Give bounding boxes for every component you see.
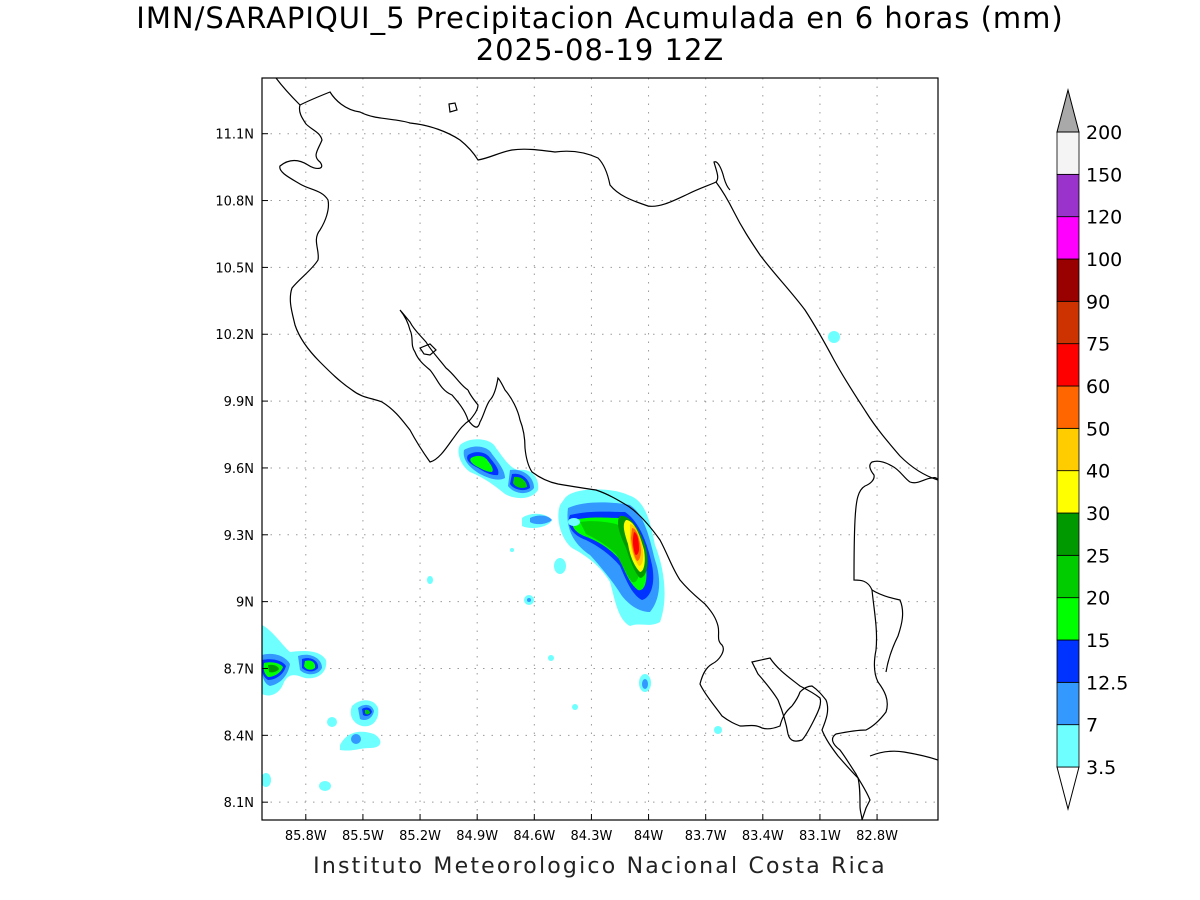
colorbar-label: 7 bbox=[1086, 715, 1098, 737]
map-frame bbox=[261, 77, 939, 821]
lat-tick-label: 10.5N bbox=[215, 261, 254, 276]
colorbar-label: 120 bbox=[1086, 207, 1122, 229]
coastline-borders bbox=[275, 78, 938, 820]
colorbar-label: 90 bbox=[1086, 291, 1110, 313]
lon-tick-label: 85.5W bbox=[342, 829, 384, 844]
colorbar-swatch bbox=[1056, 131, 1080, 175]
colorbar-label: 25 bbox=[1086, 545, 1110, 567]
precip-cell-southwest bbox=[262, 625, 381, 751]
colorbar-label: 50 bbox=[1086, 418, 1110, 440]
colorbar-swatch bbox=[1056, 173, 1080, 218]
lat-tick-label: 8.7N bbox=[224, 662, 254, 677]
colorbar-swatch bbox=[1056, 470, 1080, 514]
precip-cell-northwest bbox=[458, 439, 539, 499]
lon-tick-label: 85.2W bbox=[399, 829, 441, 844]
colorbar-label: 15 bbox=[1086, 630, 1110, 652]
lon-tick-label: 83.7W bbox=[685, 829, 727, 844]
lat-tick-label: 10.8N bbox=[215, 195, 254, 210]
colorbar-label: 150 bbox=[1086, 164, 1122, 186]
colorbar-swatch bbox=[1056, 681, 1080, 726]
colorbar-label: 40 bbox=[1086, 461, 1110, 483]
colorbar-swatch bbox=[1056, 427, 1080, 472]
precipitation-field bbox=[262, 331, 840, 791]
lon-tick-label: 84.3W bbox=[571, 829, 613, 844]
colorbar-swatch bbox=[1056, 512, 1080, 556]
lat-tick-label: 10.2N bbox=[215, 328, 254, 343]
lat-tick-label: 11.1N bbox=[215, 128, 254, 143]
colorbar-swatch bbox=[1056, 216, 1080, 260]
colorbar-extend-low bbox=[1056, 766, 1080, 811]
colorbar-label: 75 bbox=[1086, 334, 1110, 356]
colorbar-swatch bbox=[1056, 385, 1080, 429]
lon-tick-label: 84.9W bbox=[456, 829, 498, 844]
colorbar-swatch bbox=[1056, 300, 1080, 345]
lon-tick-label: 83.1W bbox=[799, 829, 841, 844]
lat-tick-label: 8.1N bbox=[224, 796, 254, 811]
lon-tick-label: 84.6W bbox=[513, 829, 555, 844]
colorbar-label: 20 bbox=[1086, 588, 1110, 610]
precip-cell-main bbox=[522, 489, 665, 626]
colorbar-label: 100 bbox=[1086, 249, 1122, 271]
title-line-1: IMN/SARAPIQUI_5 Precipitacion Acumulada … bbox=[136, 1, 1064, 35]
colorbar-label: 200 bbox=[1086, 122, 1122, 144]
lat-tick-label: 9.3N bbox=[224, 529, 254, 544]
lon-tick-label: 84W bbox=[634, 829, 664, 844]
colorbar-label: 30 bbox=[1086, 503, 1110, 525]
precip-cell-scattered bbox=[262, 331, 840, 791]
colorbar-swatch bbox=[1056, 724, 1080, 768]
lon-tick-label: 85.8W bbox=[285, 829, 327, 844]
colorbar: 3.5 7 12.5 15 20 25 30 40 50 60 75 90 100 120 150 200 bbox=[1056, 88, 1128, 811]
lon-tick-label: 83.4W bbox=[742, 829, 784, 844]
colorbar-label: 12.5 bbox=[1086, 672, 1128, 694]
map-background bbox=[262, 78, 938, 820]
lon-tick-label: 82.8W bbox=[856, 829, 898, 844]
footer-credit: Instituto Meteorologico Nacional Costa R… bbox=[313, 854, 887, 879]
lat-tick-label: 9.6N bbox=[224, 462, 254, 477]
lat-tick-label: 9.9N bbox=[224, 395, 254, 410]
colorbar-swatch bbox=[1056, 258, 1080, 302]
map-title: IMN/SARAPIQUI_5 Precipitacion Acumulada … bbox=[0, 2, 1200, 66]
lat-tick-label: 9N bbox=[236, 596, 254, 611]
title-line-2: 2025-08-19 12Z bbox=[475, 33, 725, 67]
colorbar-swatch bbox=[1056, 554, 1080, 599]
colorbar-swatch bbox=[1056, 343, 1080, 387]
colorbar-label: 60 bbox=[1086, 376, 1110, 398]
colorbar-swatch bbox=[1056, 597, 1080, 641]
lat-tick-label: 8.4N bbox=[224, 729, 254, 744]
colorbar-label: 3.5 bbox=[1086, 757, 1116, 779]
colorbar-swatch bbox=[1056, 639, 1080, 683]
colorbar-extend-high bbox=[1056, 88, 1080, 133]
